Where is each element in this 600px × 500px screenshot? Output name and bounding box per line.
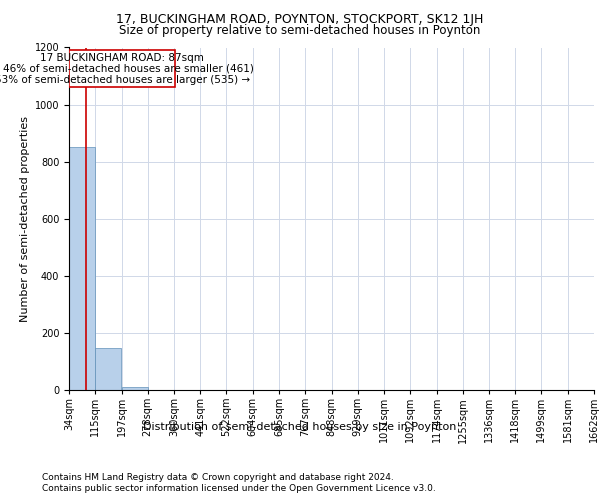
Text: Size of property relative to semi-detached houses in Poynton: Size of property relative to semi-detach… — [119, 24, 481, 37]
Text: 17, BUCKINGHAM ROAD, POYNTON, STOCKPORT, SK12 1JH: 17, BUCKINGHAM ROAD, POYNTON, STOCKPORT,… — [116, 12, 484, 26]
Text: Distribution of semi-detached houses by size in Poynton: Distribution of semi-detached houses by … — [143, 422, 457, 432]
Bar — [69, 50, 175, 86]
Bar — [95, 348, 121, 390]
Bar — [122, 387, 148, 390]
Text: 17 BUCKINGHAM ROAD: 87sqm: 17 BUCKINGHAM ROAD: 87sqm — [40, 52, 204, 62]
Bar — [69, 146, 95, 390]
Text: Contains public sector information licensed under the Open Government Licence v3: Contains public sector information licen… — [42, 484, 436, 493]
Text: 53% of semi-detached houses are larger (535) →: 53% of semi-detached houses are larger (… — [0, 75, 250, 85]
Y-axis label: Number of semi-detached properties: Number of semi-detached properties — [20, 116, 31, 322]
Text: Contains HM Land Registry data © Crown copyright and database right 2024.: Contains HM Land Registry data © Crown c… — [42, 472, 394, 482]
Text: ← 46% of semi-detached houses are smaller (461): ← 46% of semi-detached houses are smalle… — [0, 64, 254, 74]
